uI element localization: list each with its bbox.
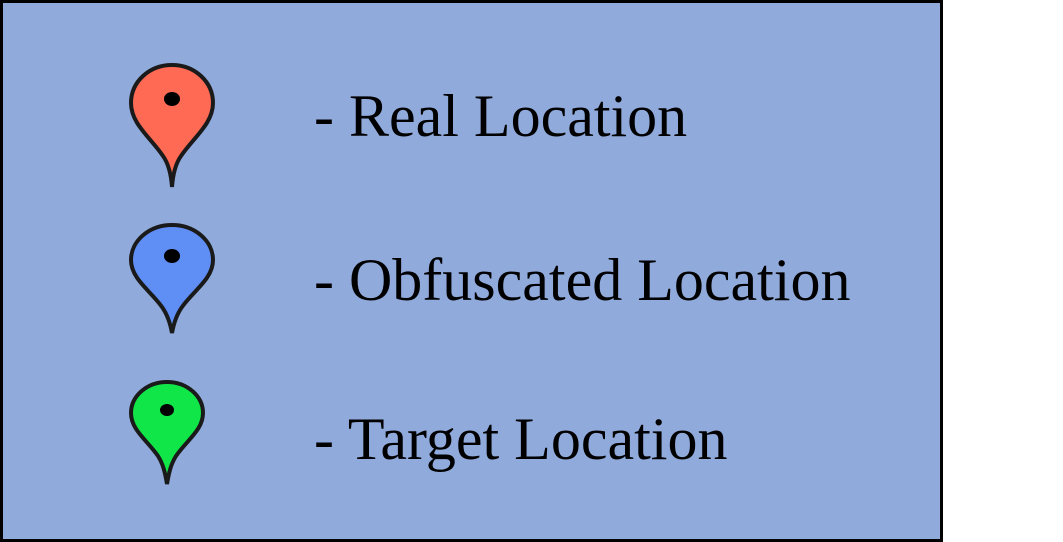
blue-map-pin-icon (127, 221, 217, 336)
legend-item-obfuscated-location: - Obfuscated Location (3, 215, 940, 355)
green-map-pin-icon (127, 378, 207, 488)
legend-label-real-location: - Real Location (314, 83, 688, 149)
legend-label-obfuscated-location: - Obfuscated Location (314, 247, 851, 313)
legend-item-target-location: - Target Location (3, 375, 940, 515)
legend-item-real-location: - Real Location (3, 55, 940, 195)
legend-label-target-location: - Target Location (314, 406, 728, 472)
red-map-pin-icon (127, 61, 217, 191)
map-legend: - Real Location - Obfuscated Location - … (0, 0, 943, 542)
